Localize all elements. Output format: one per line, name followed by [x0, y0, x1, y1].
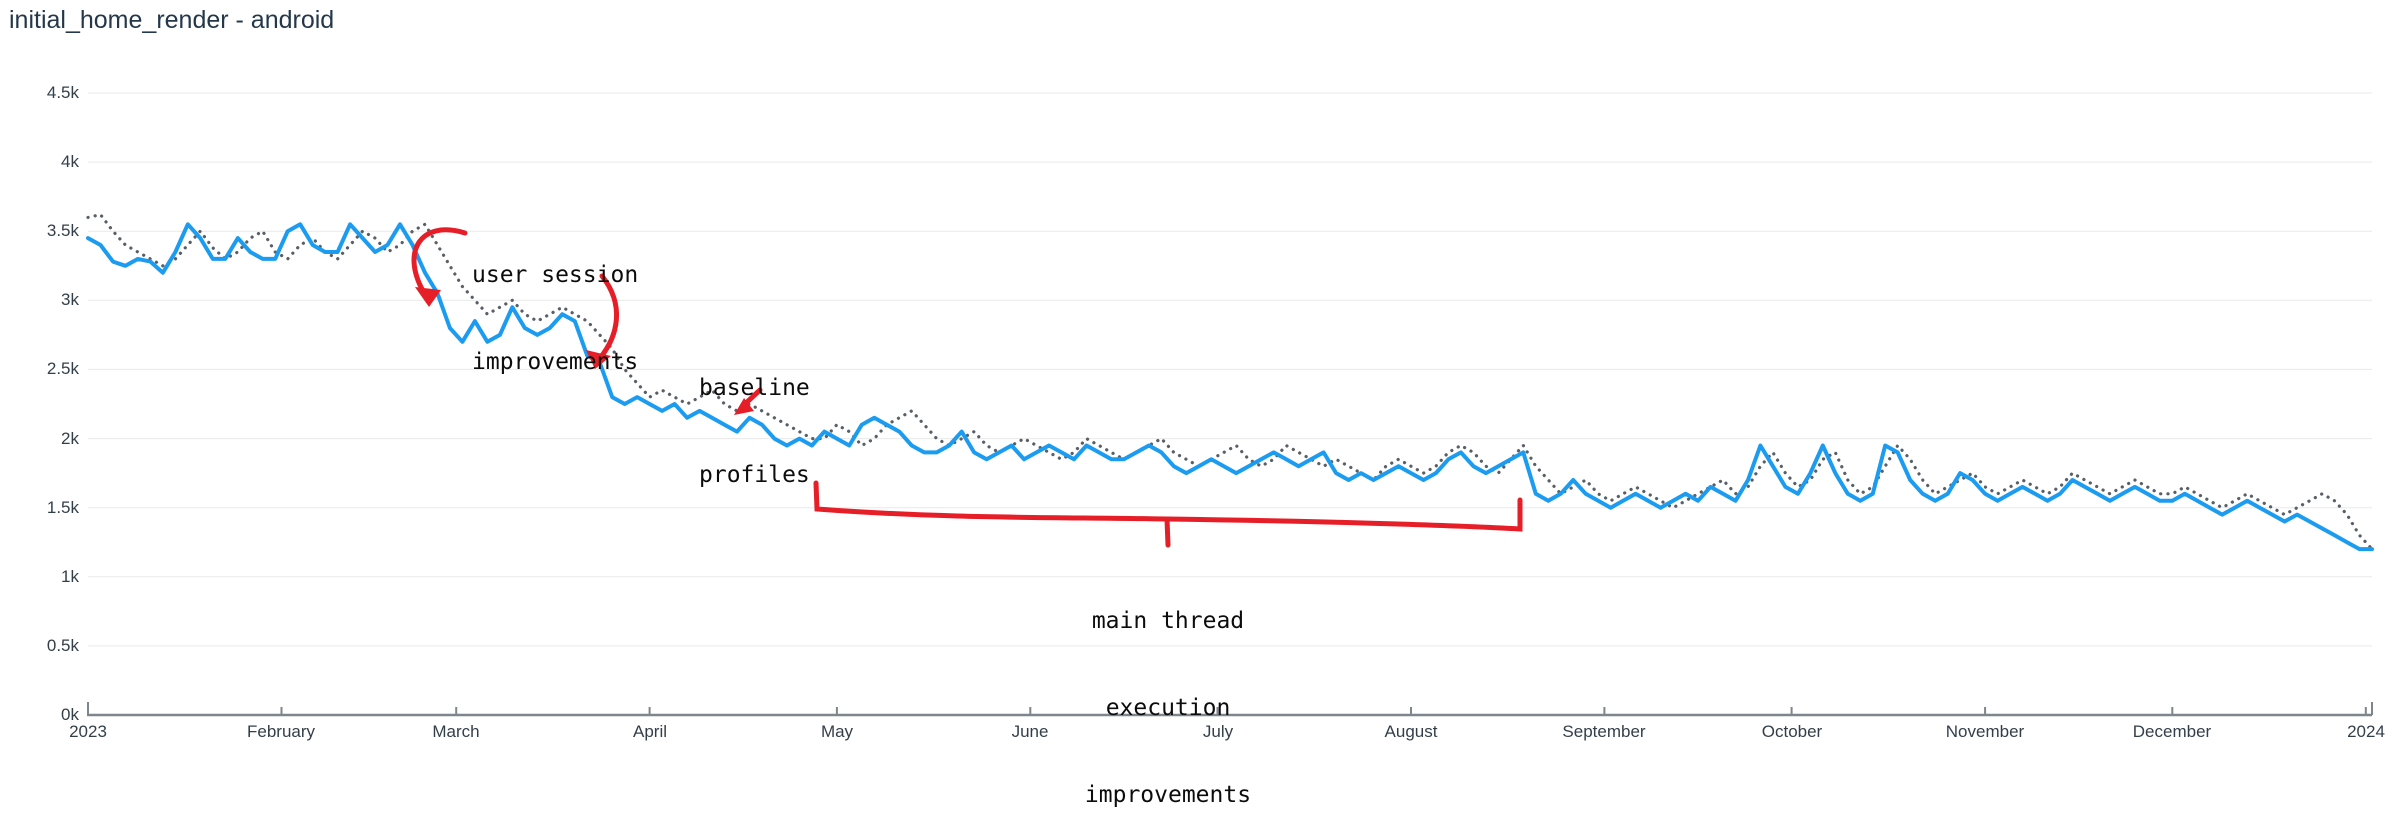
annotation-marks	[411, 227, 1523, 548]
annotation-text-line: user session	[472, 262, 639, 288]
chart-series	[86, 213, 2374, 552]
user-session-arrowhead-2	[586, 350, 611, 369]
annotation-user-session: user session improvements	[472, 203, 638, 406]
annotation-text-line: execution	[1105, 695, 1231, 721]
series-line-dotted-gray	[86, 213, 2374, 551]
annotation-text-line: main thread	[1091, 608, 1245, 634]
user-session-arrowhead-1	[415, 287, 441, 307]
x-axis	[87, 702, 2373, 717]
user-session-arrow-2	[597, 273, 619, 361]
annotation-baseline-profiles: baseline profiles	[699, 316, 810, 519]
annotation-text-line: baseline	[699, 375, 810, 401]
page-title: initial_home_render - android	[9, 6, 335, 34]
annotation-text-line: improvements	[472, 349, 639, 375]
baseline-profiles-arrow	[743, 387, 763, 406]
chart-plot-area[interactable]	[0, 0, 2394, 758]
baseline-profiles-arrowhead	[734, 398, 754, 415]
annotation-text-line: profiles	[699, 462, 810, 488]
series-line-solid-blue	[86, 222, 2374, 552]
user-session-arrow-1	[411, 227, 468, 299]
annotation-main-thread: main thread execution improvements	[1013, 549, 1323, 839]
gridlines	[88, 92, 2372, 647]
main-thread-bracket-tick	[1164, 516, 1171, 548]
annotation-text-line: improvements	[1084, 782, 1252, 808]
